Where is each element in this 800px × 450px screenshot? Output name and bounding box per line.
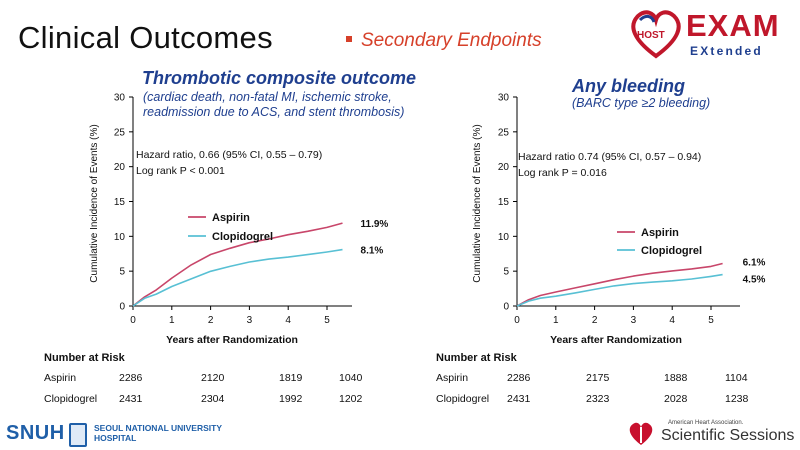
c1-legend-label-aspirin: Aspirin — [641, 227, 679, 239]
risk-cell: 1888 — [664, 372, 688, 384]
c0-x-tick-label: 5 — [324, 315, 330, 326]
snuh-logo: SNUH SEOUL NATIONAL UNIVERSITY HOSPITAL — [6, 420, 236, 448]
aha-org-text: American Heart Association. — [668, 420, 744, 426]
c1-x-tick-label: 4 — [669, 315, 675, 326]
subtitle-line: (BARC type ≥2 bleeding) — [572, 96, 711, 110]
c0-x-tick-label: 3 — [247, 315, 253, 326]
c0-series-line-aspirin — [132, 222, 343, 307]
c0-y-tick-label: 5 — [119, 267, 125, 278]
c1-log-rank-text: Log rank P = 0.016 — [518, 167, 607, 179]
bullet-square-icon — [346, 35, 352, 42]
c1-x-tick-label: 2 — [592, 315, 598, 326]
heart-logo-icon — [631, 10, 681, 59]
slide-title: Clinical Outcomes — [18, 20, 273, 55]
c1-series-line-aspirin — [516, 262, 723, 307]
risk-cell: 2028 — [664, 393, 688, 405]
c0-y-tick-label: 10 — [114, 232, 126, 243]
c0-y-tick-label: 20 — [114, 162, 126, 173]
c0-x-tick-label: 0 — [130, 315, 136, 326]
c1-end-value-label: 4.5% — [743, 275, 766, 286]
c0-hazard-ratio-text: Hazard ratio, 0.66 (95% CI, 0.55 – 0.79) — [136, 149, 322, 161]
risk-cell: 1202 — [339, 393, 363, 405]
subtitle-text: Secondary Endpoints — [361, 30, 542, 51]
c0-x-axis-label: Years after Randomization — [166, 334, 298, 346]
subtitle-line: (cardiac death, non-fatal MI, ischemic s… — [143, 90, 392, 104]
c0-x-tick-label: 2 — [208, 315, 214, 326]
snuh-emblem-icon — [69, 423, 87, 447]
snuh-hospital-name: SEOUL NATIONAL UNIVERSITY HOSPITAL — [94, 423, 222, 443]
subtitle-line: readmission due to ACS, and stent thromb… — [143, 105, 405, 119]
c0-legend-label-clopidogrel: Clopidogrel — [212, 231, 273, 243]
risk-cell: 2286 — [119, 372, 143, 384]
c0-y-axis-label: Cumulative Incidence of Events (%) — [89, 124, 100, 282]
logo-host-text: HOST — [637, 30, 665, 41]
logo-exam-text: EXAM — [686, 8, 780, 43]
risk-cell: 2120 — [201, 372, 225, 384]
c1-x-tick-label: 5 — [708, 315, 714, 326]
c1-hazard-ratio-text: Hazard ratio 0.74 (95% CI, 0.57 – 0.94) — [518, 151, 701, 163]
snuh-text: SNUH — [6, 422, 65, 444]
c0-log-rank-text: Log rank P < 0.001 — [136, 165, 225, 177]
c1-x-axis-label: Years after Randomization — [550, 334, 682, 346]
panel-title-thrombotic: Thrombotic composite outcome — [142, 68, 417, 88]
risk-row-label: Clopidogrel — [44, 393, 98, 405]
risk-table-title-right: Number at Risk — [436, 352, 517, 364]
c1-y-tick-label: 10 — [498, 232, 510, 243]
c1-end-value-label: 6.1% — [743, 258, 766, 269]
c1-x-tick-label: 3 — [631, 315, 637, 326]
aha-event-text: Scientific Sessions — [661, 427, 795, 444]
exam-logo: HOST EXAM EXtended — [626, 6, 798, 62]
risk-cell: 1819 — [279, 372, 303, 384]
risk-cell: 1238 — [725, 393, 749, 405]
risk-cell: 1104 — [725, 372, 748, 384]
c1-y-tick-label: 20 — [498, 162, 510, 173]
c0-y-tick-label: 0 — [119, 302, 125, 313]
c1-y-tick-label: 30 — [498, 93, 510, 104]
risk-cell: 1992 — [279, 393, 303, 405]
aha-logo: American Heart Association. Scientific S… — [625, 418, 795, 448]
risk-cell: 2323 — [586, 393, 610, 405]
c0-end-value-label: 8.1% — [361, 246, 384, 257]
panel-title-bleeding: Any bleeding — [572, 76, 686, 96]
risk-cell: 2286 — [507, 372, 531, 384]
c1-x-tick-label: 0 — [514, 315, 520, 326]
torch-heart-icon — [629, 422, 653, 445]
risk-cell: 2304 — [201, 393, 225, 405]
c1-y-axis-label: Cumulative Incidence of Events (%) — [472, 124, 483, 282]
c1-y-tick-label: 5 — [503, 267, 509, 278]
risk-table-title: Number at Risk — [44, 352, 125, 364]
c1-legend-label-clopidogrel: Clopidogrel — [641, 245, 702, 257]
risk-row-label: Aspirin — [44, 372, 77, 384]
c0-series-line-clopidogrel — [132, 248, 343, 307]
c0-y-tick-label: 30 — [114, 93, 126, 104]
risk-cell: 2431 — [119, 393, 143, 405]
c0-y-tick-label: 15 — [114, 197, 126, 208]
c0-x-tick-label: 1 — [169, 315, 175, 326]
risk-cell: 2175 — [586, 372, 610, 384]
risk-row-label: Clopidogrel — [436, 393, 490, 405]
slide-subtitle: Secondary Endpoints — [346, 30, 542, 52]
c1-x-tick-label: 1 — [553, 315, 559, 326]
c1-y-tick-label: 25 — [498, 127, 510, 138]
risk-row-label: Aspirin — [436, 372, 469, 384]
risk-cell: 1040 — [339, 372, 363, 384]
c0-x-tick-label: 4 — [285, 315, 291, 326]
panel-subtitle-bleeding: (BARC type ≥2 bleeding) — [572, 96, 710, 111]
c1-y-tick-label: 0 — [503, 302, 509, 313]
risk-table: Number at Risk Aspirin Clopidogrel 2286 … — [44, 352, 784, 418]
panel-subtitle-thrombotic: (cardiac death, non-fatal MI, ischemic s… — [143, 90, 404, 120]
hospital-name-line: HOSPITAL — [94, 433, 137, 443]
risk-cell: 2431 — [507, 393, 531, 405]
c1-series-line-clopidogrel — [516, 273, 723, 307]
c0-y-tick-label: 25 — [114, 127, 126, 138]
c0-end-value-label: 11.9% — [361, 219, 389, 230]
hospital-name-line: SEOUL NATIONAL UNIVERSITY — [94, 423, 222, 433]
c1-y-tick-label: 15 — [498, 197, 510, 208]
c0-legend-label-aspirin: Aspirin — [212, 212, 250, 224]
logo-extended-text: EXtended — [690, 44, 763, 58]
